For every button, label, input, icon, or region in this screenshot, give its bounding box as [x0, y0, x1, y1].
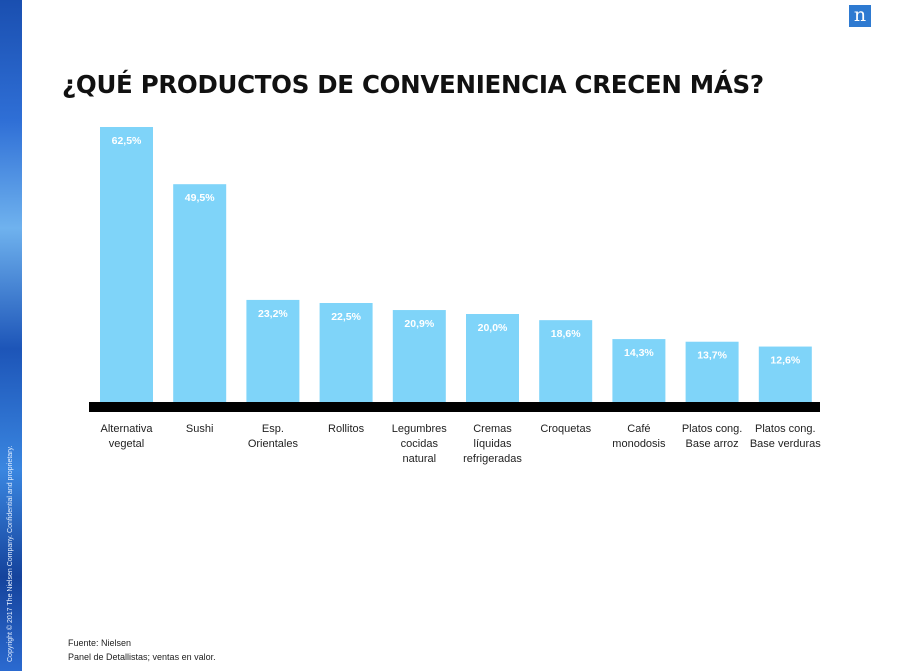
- category-label: Rollitos: [328, 423, 365, 435]
- bar-value-label: 62,5%: [112, 135, 142, 147]
- footer-notes: Fuente: Nielsen Panel de Detallistas; ve…: [68, 636, 216, 664]
- bar-value-label: 23,2%: [258, 308, 288, 320]
- nielsen-logo-icon: n: [849, 5, 871, 27]
- footer-source: Fuente: Nielsen: [68, 638, 132, 648]
- bar: [246, 299, 300, 402]
- bar-value-label: 13,7%: [697, 350, 727, 362]
- category-label: Cremas líquidas refrigeradas: [463, 423, 522, 465]
- bar-value-label: 49,5%: [185, 192, 215, 204]
- bar: [392, 310, 446, 402]
- bar: [100, 127, 153, 402]
- bar: [612, 339, 666, 402]
- logo-letter: n: [853, 4, 867, 26]
- category-label: Legumbres cocidas natural: [392, 423, 448, 465]
- page-title: ¿QUÉ PRODUCTOS DE CONVENIENCIA CRECEN MÁ…: [62, 70, 764, 99]
- x-axis-baseline: [89, 402, 820, 412]
- bar-value-label: 22,5%: [331, 311, 361, 323]
- bar: [539, 320, 593, 402]
- bar: [319, 303, 373, 402]
- bar-value-label: 14,3%: [624, 347, 654, 359]
- bar-value-label: 20,0%: [478, 322, 508, 334]
- category-label: Sushi: [186, 423, 214, 435]
- bar: [758, 346, 812, 402]
- bar: [173, 184, 227, 402]
- category-label: Croquetas: [540, 423, 591, 435]
- side-decorative-strip: Copyright © 2017 The Nielsen Company. Co…: [0, 0, 22, 671]
- footer-note: Panel de Detallistas; ventas en valor.: [68, 652, 216, 662]
- bar-value-label: 12,6%: [770, 355, 800, 367]
- category-label: Platos cong. Base verduras: [750, 423, 821, 450]
- bar: [685, 341, 739, 402]
- category-label: Esp. Orientales: [248, 423, 299, 450]
- category-label: Alternativa vegetal: [101, 423, 154, 450]
- category-label: Café monodosis: [612, 423, 666, 450]
- bar-value-label: 20,9%: [404, 318, 434, 330]
- category-label: Platos cong. Base arroz: [682, 423, 743, 450]
- bar-value-label: 18,6%: [551, 328, 581, 340]
- bar: [466, 314, 519, 402]
